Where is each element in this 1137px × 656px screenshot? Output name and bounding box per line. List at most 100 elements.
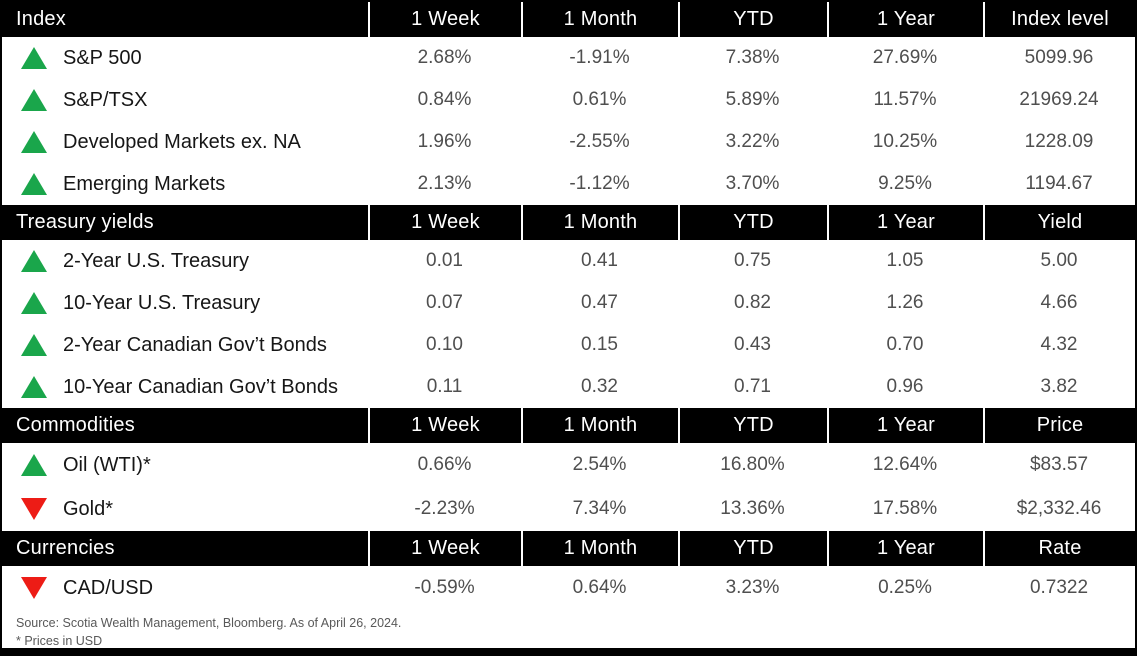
cell-value: 1228.09 bbox=[1024, 131, 1094, 152]
row-label-cell: Gold* bbox=[2, 487, 368, 531]
cell-value: 0.43 bbox=[734, 334, 771, 355]
column-header: 1 Month bbox=[521, 531, 678, 566]
cell-value: 0.01 bbox=[426, 250, 463, 271]
cell-value: 10.25% bbox=[872, 131, 938, 152]
column-header: 1 Week bbox=[368, 408, 521, 443]
table-row: Emerging Markets 2.13% -1.12% 3.70% 9.25% 119… bbox=[2, 163, 1135, 205]
cell-value: 7.34% bbox=[572, 498, 627, 519]
cell-value: -1.91% bbox=[569, 47, 630, 68]
cell-value: 13.36% bbox=[720, 498, 785, 519]
row-label-cell: Emerging Markets bbox=[2, 163, 368, 205]
column-header: 1 Week bbox=[368, 531, 521, 566]
cell-value: 21969.24 bbox=[1019, 89, 1099, 110]
table-row: S&P/TSX 0.84% 0.61% 5.89% 11.57% 21969.24 bbox=[2, 79, 1135, 121]
row-label-cell: S&P 500 bbox=[2, 37, 368, 79]
cell-value: 9.25% bbox=[878, 173, 932, 194]
cell-value: 12.64% bbox=[872, 454, 938, 475]
cell-value: -1.12% bbox=[569, 173, 630, 194]
down-triangle-icon bbox=[21, 498, 47, 520]
column-header: YTD bbox=[678, 408, 827, 443]
cell-value: 0.82 bbox=[734, 292, 771, 313]
column-header: YTD bbox=[678, 205, 827, 240]
section-title: Currencies bbox=[16, 537, 115, 559]
footnote-prices: * Prices in USD bbox=[16, 634, 103, 649]
cell-value: 4.66 bbox=[1040, 292, 1078, 313]
table-row: Gold* -2.23% 7.34% 13.36% 17.58% $2,332.46 bbox=[2, 487, 1135, 531]
table-row: 2-Year U.S. Treasury 0.01 0.41 0.75 1.05 5.00 bbox=[2, 240, 1135, 282]
section-header-bar: Treasury yields 1 Week 1 Month YTD 1 Year Yie… bbox=[2, 205, 1135, 240]
section-title: Index bbox=[16, 8, 66, 30]
cell-value: 0.71 bbox=[734, 376, 771, 397]
up-triangle-icon bbox=[21, 173, 47, 195]
column-header: 1 Year bbox=[827, 408, 983, 443]
column-header: 1 Year bbox=[827, 205, 983, 240]
footnote-source: Source: Scotia Wealth Management, Bloomb… bbox=[16, 616, 402, 630]
cell-value: 16.80% bbox=[720, 454, 785, 475]
table-row: CAD/USD -0.59% 0.64% 3.23% 0.25% 0.7322 bbox=[2, 566, 1135, 610]
cell-value: 27.69% bbox=[872, 47, 938, 68]
row-label: 2-Year U.S. Treasury bbox=[63, 249, 250, 272]
cell-value: 11.57% bbox=[873, 89, 937, 110]
cell-value: 4.32 bbox=[1040, 334, 1078, 355]
table-row: 2-Year Canadian Gov’t Bonds 0.10 0.15 0.43 0… bbox=[2, 324, 1135, 366]
cell-value: 0.75 bbox=[734, 250, 771, 271]
cell-value: 2.54% bbox=[572, 454, 627, 475]
up-triangle-icon bbox=[21, 454, 47, 476]
cell-value: 0.66% bbox=[417, 454, 472, 475]
row-label: Developed Markets ex. NA bbox=[63, 130, 301, 153]
section-title: Commodities bbox=[16, 414, 135, 436]
cell-value: 3.23% bbox=[725, 577, 780, 598]
cell-value: 3.22% bbox=[725, 131, 780, 152]
cell-value: 1.96% bbox=[417, 131, 472, 152]
row-label: 10-Year U.S. Treasury bbox=[63, 291, 261, 314]
column-header: 1 Month bbox=[521, 408, 678, 443]
up-triangle-icon bbox=[21, 250, 47, 272]
value-column-header: Price bbox=[983, 408, 1135, 443]
row-label: 10-Year Canadian Gov’t Bonds bbox=[63, 375, 338, 398]
row-label-cell: 10-Year Canadian Gov’t Bonds bbox=[2, 366, 368, 408]
cell-value: 0.25% bbox=[878, 577, 932, 598]
cell-value: 0.61% bbox=[572, 89, 627, 110]
footnote: Source: Scotia Wealth Management, Bloomb… bbox=[2, 610, 1135, 648]
row-label-cell: CAD/USD bbox=[2, 566, 368, 610]
column-header: YTD bbox=[678, 2, 827, 37]
cell-value: 1194.67 bbox=[1025, 173, 1093, 194]
up-triangle-icon bbox=[21, 89, 47, 111]
cell-value: 17.58% bbox=[872, 498, 938, 519]
cell-value: 0.64% bbox=[572, 577, 627, 598]
row-label: CAD/USD bbox=[63, 576, 154, 599]
column-header: 1 Month bbox=[521, 205, 678, 240]
cell-value: 7.38% bbox=[725, 47, 780, 68]
bottom-border-strip bbox=[2, 648, 1135, 654]
row-label: Emerging Markets bbox=[63, 172, 226, 195]
row-label-cell: 10-Year U.S. Treasury bbox=[2, 282, 368, 324]
cell-value: -2.23% bbox=[414, 498, 475, 519]
table-row: Developed Markets ex. NA 1.96% -2.55% 3.22%… bbox=[2, 121, 1135, 163]
cell-value: 5.00 bbox=[1040, 250, 1078, 271]
cell-value: 0.11 bbox=[426, 376, 463, 397]
up-triangle-icon bbox=[21, 131, 47, 153]
table-row: Oil (WTI)* 0.66% 2.54% 16.80% 12.64% $83.57 bbox=[2, 443, 1135, 487]
column-header: 1 Year bbox=[827, 531, 983, 566]
cell-value: $83.57 bbox=[1029, 454, 1089, 475]
cell-value: 0.7322 bbox=[1029, 577, 1089, 598]
table-row: S&P 500 2.68% -1.91% 7.38% 27.69% 5099.96 bbox=[2, 37, 1135, 79]
row-label-cell: 2-Year Canadian Gov’t Bonds bbox=[2, 324, 368, 366]
cell-value: $2,332.46 bbox=[1016, 498, 1102, 519]
cell-value: 0.07 bbox=[426, 292, 463, 313]
row-label-cell: Oil (WTI)* bbox=[2, 443, 368, 487]
cell-value: 2.13% bbox=[417, 173, 472, 194]
cell-value: 0.47 bbox=[581, 292, 618, 313]
cell-value: 0.32 bbox=[581, 376, 618, 397]
cell-value: 0.15 bbox=[581, 334, 618, 355]
column-header: YTD bbox=[678, 531, 827, 566]
cell-value: 0.84% bbox=[417, 89, 472, 110]
cell-value: 0.70 bbox=[886, 334, 924, 355]
cell-value: -0.59% bbox=[414, 577, 475, 598]
row-label: S&P 500 bbox=[63, 46, 142, 69]
row-label-cell: 2-Year U.S. Treasury bbox=[2, 240, 368, 282]
column-header: 1 Week bbox=[368, 205, 521, 240]
up-triangle-icon bbox=[21, 292, 47, 314]
value-column-header: Rate bbox=[983, 531, 1135, 566]
